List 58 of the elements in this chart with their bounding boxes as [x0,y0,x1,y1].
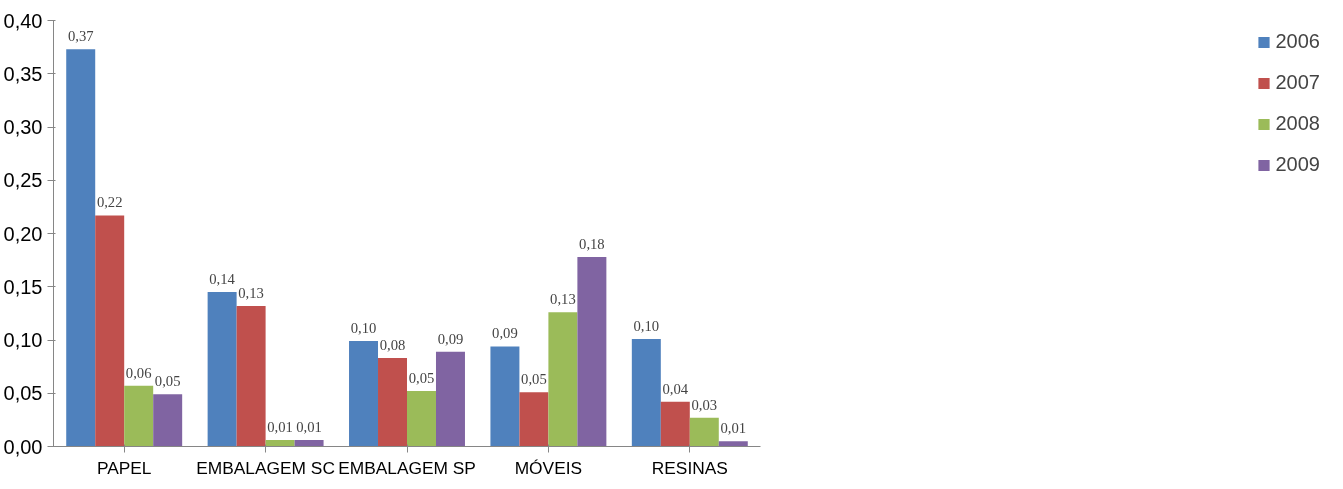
legend-label: 2006 [1275,30,1320,53]
y-tick-label: 0,35 [3,62,43,85]
y-tick-label: 0,15 [3,275,43,298]
x-tick-label: MÓVEIS [514,457,583,478]
x-tick-label: EMBALAGEM SC [196,457,335,478]
x-tick-label: PAPEL [96,457,152,478]
y-tick-label: 0,05 [3,382,43,405]
bar [207,292,237,447]
legend-label: 2007 [1275,71,1320,94]
data-label: 0,13 [238,284,264,301]
bar [236,305,266,447]
bar [519,392,549,447]
data-label: 0,01 [296,419,322,436]
bar [265,440,295,447]
bar [577,256,607,447]
bar [95,215,125,447]
legend-label: 2009 [1275,153,1320,176]
data-label: 0,03 [691,396,718,413]
data-label: 0,14 [209,271,236,288]
data-label: 0,05 [408,370,435,387]
bar [631,338,661,447]
data-label: 0,09 [437,330,464,347]
data-label: 0,05 [521,371,547,388]
bar [718,441,748,447]
bar [490,346,520,447]
y-tick-label: 0,20 [3,222,43,245]
data-label: 0,04 [662,380,689,397]
data-label: 0,05 [154,373,181,390]
x-tick-label: RESINAS [651,457,728,478]
bar [349,341,379,447]
bar [294,440,324,447]
data-label: 0,18 [579,235,605,252]
data-label: 0,09 [492,325,518,342]
bar [548,312,578,447]
data-label: 0,01 [267,419,293,436]
data-label: 0,01 [720,420,747,437]
bar [124,385,154,447]
bar [66,49,96,447]
legend-label: 2008 [1275,112,1320,135]
data-label: 0,06 [125,364,152,381]
data-label: 0,13 [550,291,576,308]
y-tick-label: 0,25 [3,169,43,192]
bar [689,417,719,447]
y-tick-label: 0,40 [3,9,43,32]
data-label: 0,08 [379,337,406,354]
x-tick-label: EMBALAGEM SP [338,457,476,478]
data-label: 0,10 [350,320,377,337]
bar [660,401,690,447]
bar [378,358,407,447]
bar [407,391,436,447]
data-label: 0,10 [633,317,660,334]
data-label: 0,22 [96,194,123,211]
bar [435,351,465,447]
y-tick-label: 0,00 [3,435,43,458]
y-tick-label: 0,10 [3,329,43,351]
data-label: 0,37 [67,28,94,45]
bar [153,394,183,447]
y-tick-label: 0,30 [3,116,43,138]
